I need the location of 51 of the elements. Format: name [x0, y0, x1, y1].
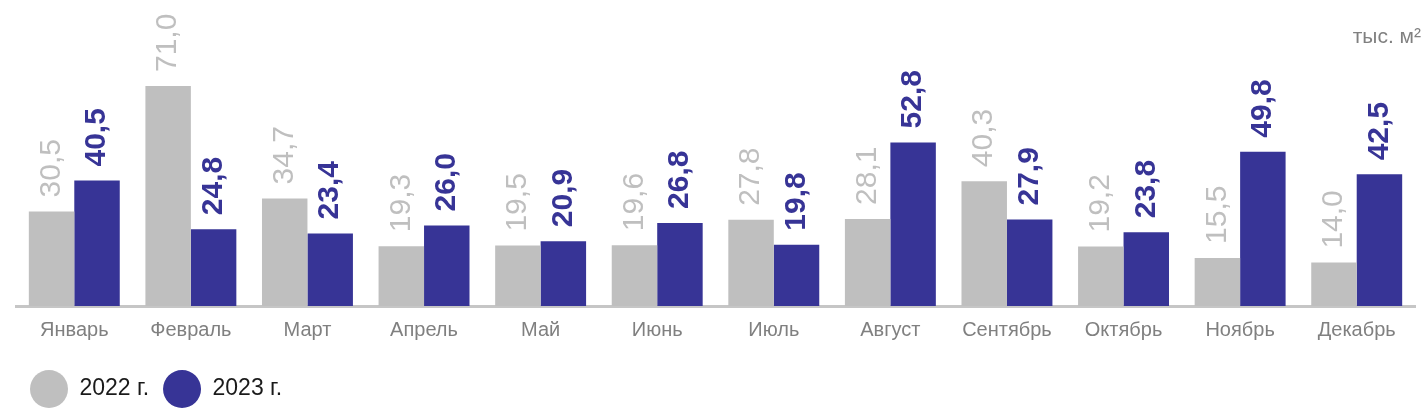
- bar: [307, 233, 353, 306]
- bar: [424, 225, 470, 306]
- x-tick-label: Апрель: [390, 317, 458, 340]
- bar: [190, 229, 237, 306]
- data-label: 27,9: [1010, 147, 1044, 206]
- data-label: 19,2: [1082, 174, 1116, 233]
- data-label: 42,5: [1360, 101, 1394, 161]
- x-tick-label: Сентябрь: [962, 317, 1052, 340]
- data-label: 71,0: [149, 13, 183, 72]
- data-label: 26,0: [428, 153, 462, 212]
- x-tick-label: Май: [521, 317, 561, 340]
- x-tick-label: Июнь: [631, 317, 683, 340]
- data-label: 19,3: [382, 173, 416, 233]
- data-label: 27,8: [732, 147, 766, 206]
- data-label: 26,8: [661, 150, 695, 209]
- bar: [890, 142, 936, 306]
- bar: [1123, 232, 1170, 306]
- bar: [773, 244, 820, 306]
- legend-label: 2023 г.: [212, 374, 283, 401]
- bar: [1006, 219, 1053, 306]
- data-label: 34,7: [265, 126, 299, 185]
- data-label: 23,8: [1127, 159, 1161, 219]
- data-label: 15,5: [1198, 185, 1232, 244]
- data-label: 28,1: [848, 146, 882, 205]
- data-label: 14,0: [1315, 190, 1349, 249]
- x-tick-label: Январь: [40, 317, 109, 340]
- x-tick-label: Декабрь: [1317, 317, 1396, 340]
- data-label: 23,4: [311, 160, 345, 220]
- data-label: 19,6: [615, 172, 649, 232]
- bar: [1356, 174, 1403, 306]
- data-label: 30,5: [32, 139, 66, 198]
- x-tick-label: Август: [860, 317, 921, 340]
- data-label: 52,8: [894, 70, 928, 129]
- text: тыс. м²: [1352, 24, 1422, 47]
- bar: [74, 180, 120, 306]
- legend-label: 2022 г.: [79, 374, 150, 401]
- bar: [1240, 151, 1286, 306]
- data-label: 19,5: [499, 173, 533, 232]
- x-tick-label: Ноябрь: [1205, 317, 1275, 340]
- bar: [657, 222, 703, 306]
- bar: [540, 241, 587, 306]
- data-label: 19,8: [777, 172, 811, 231]
- x-tick-label: Июль: [748, 317, 800, 340]
- x-tick-label: Октябрь: [1084, 317, 1163, 340]
- data-label: 24,8: [194, 156, 228, 216]
- data-label: 49,8: [1244, 79, 1278, 138]
- data-label: 40,3: [965, 108, 999, 168]
- x-tick-label: Март: [283, 317, 332, 340]
- data-label: 20,9: [544, 168, 578, 228]
- x-tick-label: Февраль: [150, 317, 232, 340]
- data-label: 40,5: [78, 108, 112, 167]
